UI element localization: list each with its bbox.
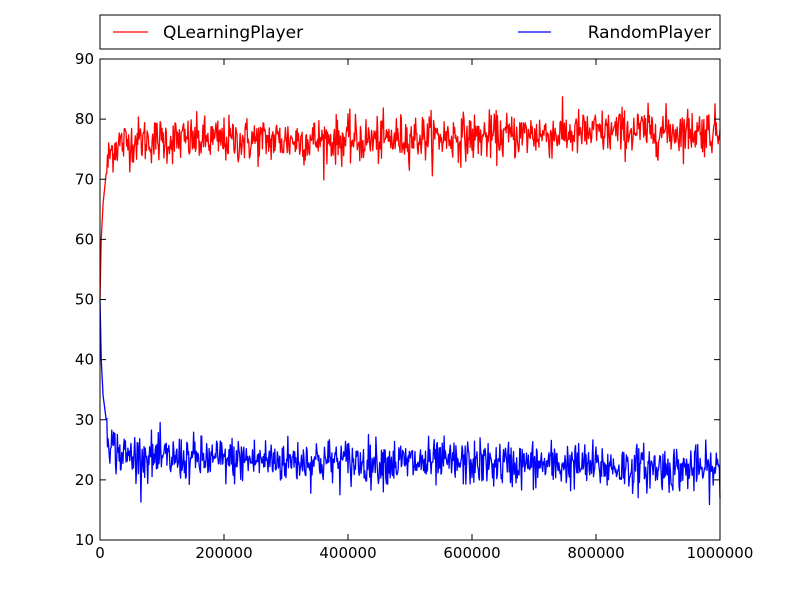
x-tick-label: 1000000	[687, 544, 754, 562]
y-tick-label: 50	[75, 291, 94, 309]
y-tick-label: 80	[75, 110, 94, 128]
x-tick-label: 800000	[567, 544, 624, 562]
y-tick-label: 20	[75, 471, 94, 489]
x-tick-label: 400000	[319, 544, 376, 562]
y-axis: 10 20 30 40 50 60 70 80 90	[75, 50, 720, 549]
y-tick-label: 10	[75, 531, 94, 549]
x-tick-label: 200000	[195, 544, 252, 562]
y-tick-label: 90	[75, 50, 94, 68]
x-tick-label: 600000	[443, 544, 500, 562]
legend-label-randomplayer: RandomPlayer	[588, 23, 711, 43]
x-axis: 0 200000 400000 600000 800000 1000000	[95, 59, 753, 562]
legend-label-qlearningplayer: QLearningPlayer	[163, 23, 303, 43]
legend-box	[99, 14, 721, 50]
y-tick-label: 30	[75, 411, 94, 429]
series-line-randomplayer	[99, 299, 721, 506]
series-layer	[99, 96, 721, 506]
y-tick-label: 60	[75, 230, 94, 248]
y-tick-label: 40	[75, 351, 94, 369]
y-tick-label: 70	[75, 170, 94, 188]
legend: QLearningPlayer RandomPlayer	[99, 14, 721, 50]
x-tick-label: 0	[95, 544, 105, 562]
series-line-qlearningplayer	[99, 96, 721, 300]
